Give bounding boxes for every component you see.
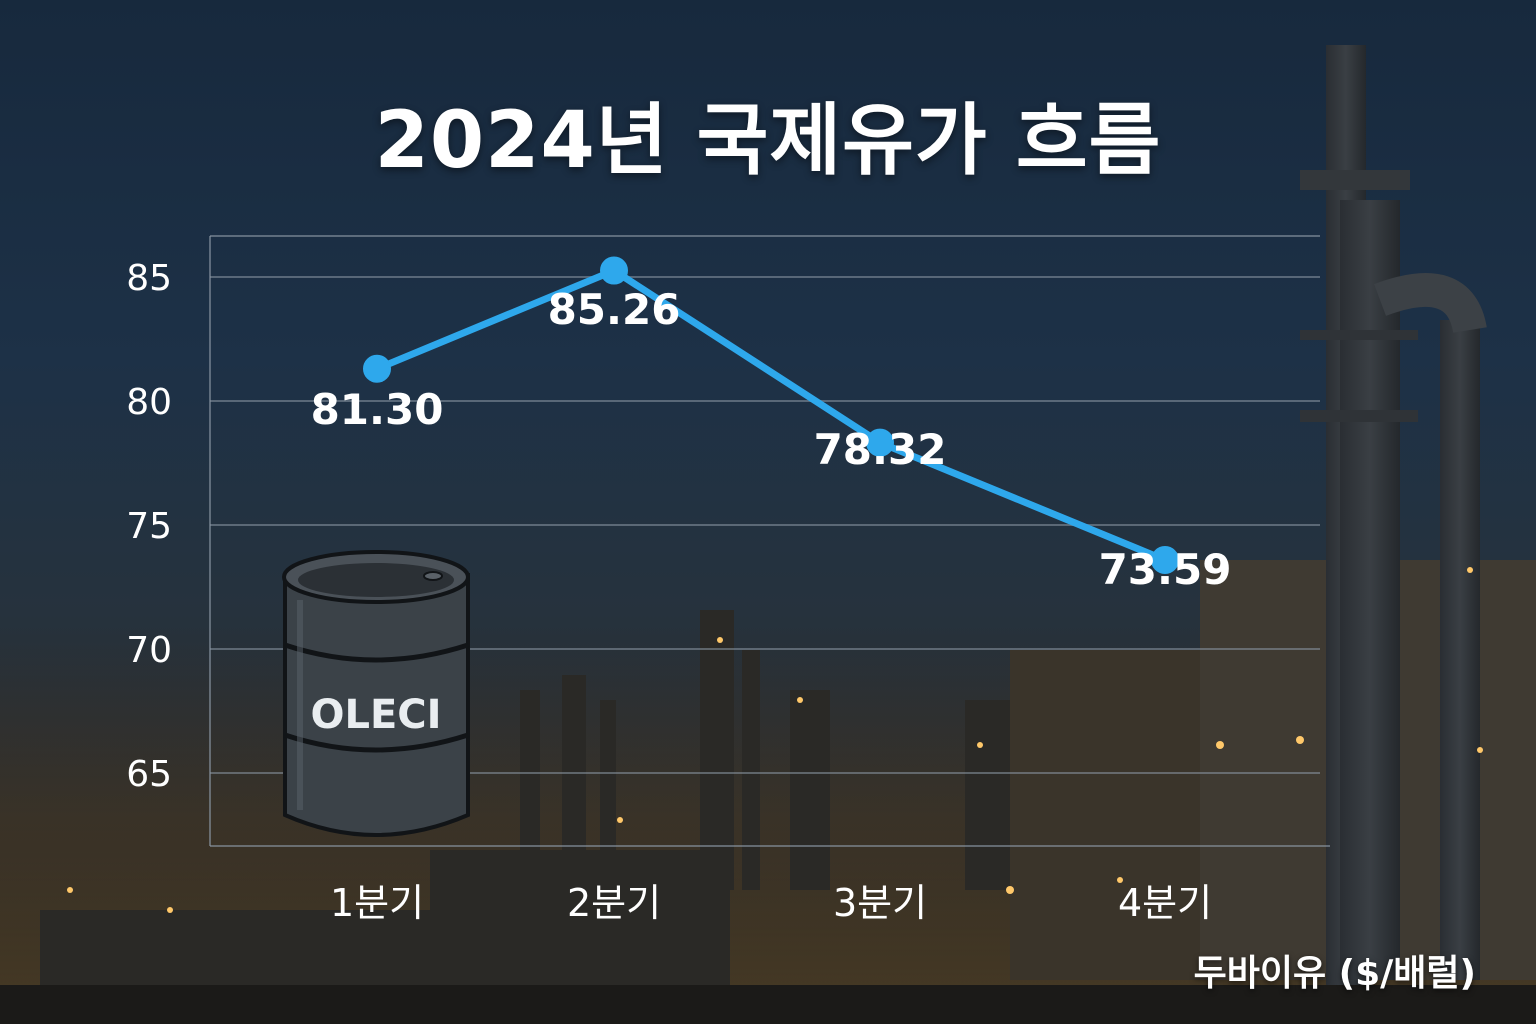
- x-axis-ticks: 1분기 2분기 3분기 4분기: [330, 881, 1212, 925]
- y-tick-label: 70: [126, 630, 172, 671]
- data-labels: 81.30 85.26 78.32 73.59: [311, 285, 1232, 594]
- data-point: [600, 256, 628, 285]
- x-tick-label: 2분기: [567, 881, 661, 925]
- x-tick-label: 1분기: [330, 881, 424, 925]
- y-axis-ticks: 65 70 75 80 85: [126, 258, 172, 795]
- y-tick-label: 85: [126, 258, 172, 299]
- data-points: [363, 256, 1179, 574]
- series-line: [373, 267, 1169, 564]
- data-point: [866, 428, 894, 457]
- data-point: [363, 354, 391, 383]
- data-label: 73.59: [1099, 545, 1232, 594]
- oil-barrel-icon: OLECI: [282, 550, 470, 837]
- grid: [209, 235, 1330, 847]
- barrel-label: OLECI: [310, 692, 441, 738]
- data-label: 78.32: [814, 425, 947, 474]
- chart-title: 2024년 국제유가 흐름: [374, 96, 1162, 186]
- x-tick-label: 3분기: [833, 881, 927, 925]
- y-tick-label: 65: [126, 754, 172, 795]
- data-point: [1151, 545, 1179, 574]
- series-unit-label: 두바이유 ($/배럴): [1193, 953, 1476, 994]
- y-tick-label: 80: [126, 382, 172, 423]
- data-label: 85.26: [548, 285, 681, 334]
- y-tick-label: 75: [126, 506, 172, 547]
- x-tick-label: 4분기: [1118, 881, 1212, 925]
- data-label: 81.30: [311, 385, 444, 434]
